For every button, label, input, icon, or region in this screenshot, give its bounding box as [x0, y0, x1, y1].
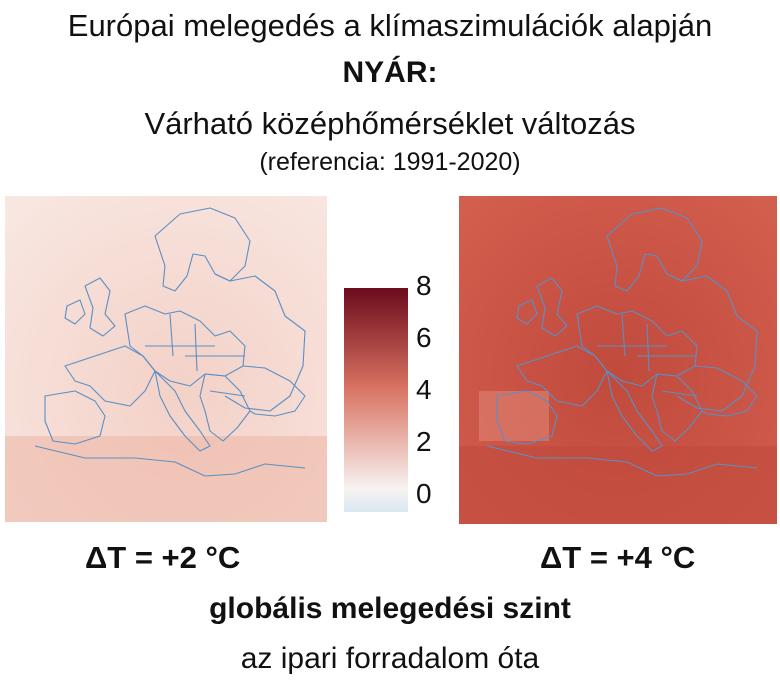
- country-borders: [34, 207, 306, 477]
- footer-subtitle: az ipari forradalom óta: [240, 642, 540, 675]
- colorbar-gradient: [344, 288, 408, 512]
- map-right-south-band: [459, 446, 777, 524]
- figure-subtitle: Várható középhőmérséklet változás: [144, 106, 636, 141]
- europe-map-2c: [5, 196, 327, 522]
- colorbar-tick-label: 0: [416, 478, 432, 509]
- colorbar-tick-label: 2: [416, 426, 432, 457]
- reference-period: (referencia: 1991-2020): [259, 148, 521, 176]
- footer-title: globális melegedési szint: [209, 592, 571, 625]
- warming-level-label-4c: ΔT = +4 °C: [540, 540, 696, 575]
- colorbar: [344, 288, 408, 512]
- map-right-iberia-band: [479, 391, 549, 441]
- europe-map-4c: [459, 196, 777, 524]
- colorbar-tick-label: 4: [416, 374, 432, 405]
- colorbar-tick-label: 8: [416, 270, 432, 301]
- map-left-south-band: [5, 436, 327, 522]
- country-borders: [486, 207, 758, 477]
- figure-title: Európai melegedés a klímaszimulációk ala…: [67, 8, 713, 43]
- warming-level-label-2c: ΔT = +2 °C: [85, 540, 241, 575]
- season-heading: NYÁR:: [342, 56, 438, 89]
- colorbar-tick-label: 6: [416, 322, 432, 353]
